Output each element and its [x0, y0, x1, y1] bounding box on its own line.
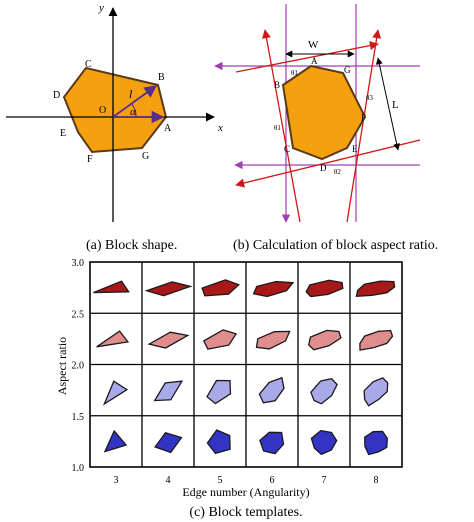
y-tick-label: 2.0 — [72, 361, 85, 372]
vertex-label-b-a: A — [311, 56, 318, 66]
panel-a-block-shape: x y O l α A B C D E F G — [6, 2, 223, 222]
template-shape — [355, 280, 396, 298]
block-polygon-b — [281, 64, 367, 161]
template-shape — [310, 429, 338, 456]
x-tick-label: 3 — [114, 475, 119, 486]
vertex-label-e: E — [60, 128, 66, 139]
template-shape — [93, 280, 130, 294]
y-tick-label: 1.5 — [72, 412, 85, 423]
theta-label-top: θ1 — [291, 69, 298, 77]
template-grid-lines — [90, 262, 402, 467]
caption-b: (b) Calculation of block aspect ratio. — [233, 238, 438, 253]
template-shapes — [93, 279, 396, 456]
vertex-label-b-b: B — [274, 80, 280, 90]
vertex-label-b: B — [158, 72, 165, 83]
vertex-label-b-e: E — [352, 144, 358, 154]
template-shape — [258, 376, 285, 404]
template-shape — [310, 377, 338, 405]
x-tick-label: 7 — [322, 475, 327, 486]
template-shape — [202, 329, 238, 350]
template-shape — [363, 377, 389, 407]
panel-c-block-templates: 3.0 2.5 2.0 1.5 1.0 3 4 5 6 7 8 Aspect ratio Edge… — [55, 258, 403, 499]
y-axis-title: Aspect ratio — [55, 337, 69, 395]
vertex-label-a: A — [164, 123, 172, 134]
template-shape — [206, 379, 232, 405]
template-shape — [144, 281, 193, 297]
template-shape — [147, 331, 190, 349]
red-line-top — [235, 41, 379, 73]
template-shape — [102, 380, 129, 406]
angle-label: α — [130, 106, 136, 118]
vertex-label-d: D — [53, 90, 60, 101]
vertex-label-b-g: G — [344, 65, 351, 75]
theta-label-left: θ1 — [274, 124, 281, 132]
length-measure — [375, 57, 401, 151]
template-shape — [305, 279, 344, 298]
template-shape — [359, 329, 394, 351]
y-tick-label: 1.0 — [72, 463, 85, 474]
x-axis-title: Edge number (Angularity) — [182, 485, 309, 499]
caption-c: (c) Block templates. — [189, 505, 302, 520]
template-shape — [103, 429, 128, 453]
origin-label: O — [99, 105, 106, 116]
width-label: W — [308, 39, 319, 51]
vertex-label-b-f: F — [361, 113, 366, 123]
theta-label-bottom: θ2 — [334, 168, 341, 176]
y-tick-labels: 3.0 2.5 2.0 1.5 1.0 — [72, 258, 85, 474]
angle-arc — [131, 103, 137, 118]
x-tick-label: 5 — [218, 475, 223, 486]
template-shape — [153, 380, 184, 402]
red-line-left — [261, 29, 301, 223]
red-line-right — [346, 29, 382, 223]
template-shape — [154, 432, 183, 454]
theta-label-right: θ3 — [366, 94, 373, 102]
x-tick-label: 6 — [270, 475, 275, 486]
length-label: l — [129, 87, 133, 101]
panel-b-aspect-ratio: W L A B C D E F G θ1 θ3 θ1 θ2 — [214, 4, 421, 223]
y-tick-label: 2.5 — [72, 309, 85, 320]
y-axis-label: y — [98, 2, 104, 14]
vertex-label-c: C — [85, 59, 92, 70]
template-shape — [206, 429, 231, 455]
template-shape — [96, 330, 130, 348]
vertex-label-g: G — [142, 151, 149, 162]
vertex-label-b-c: C — [284, 144, 290, 154]
x-axis-label: x — [217, 122, 223, 134]
caption-a: (a) Block shape. — [86, 238, 177, 253]
x-tick-label: 8 — [374, 475, 379, 486]
radius-vector — [112, 85, 158, 118]
template-shape — [255, 330, 291, 350]
template-shape — [307, 329, 342, 351]
vertex-label-f: F — [87, 154, 93, 165]
x-tick-labels: 3 4 5 6 7 8 — [114, 475, 379, 486]
y-tick-label: 3.0 — [72, 258, 85, 269]
vertex-label-b-d: D — [320, 163, 327, 173]
template-shape — [201, 279, 241, 297]
template-shape — [252, 280, 295, 298]
length-label: L — [392, 99, 399, 111]
template-shape — [364, 430, 388, 456]
x-tick-label: 4 — [166, 475, 171, 486]
template-shape — [259, 431, 285, 455]
block-polygon — [62, 66, 168, 154]
